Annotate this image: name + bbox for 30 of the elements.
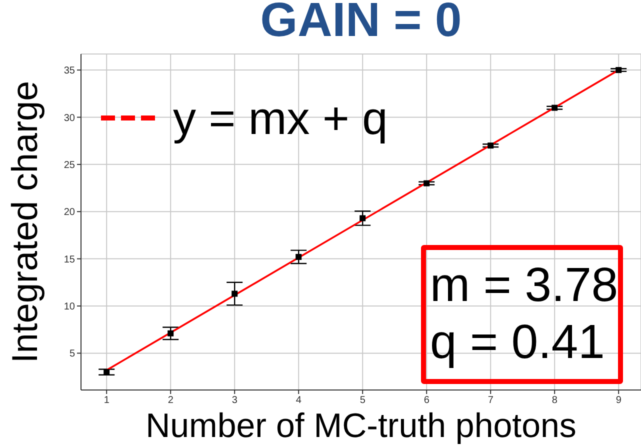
x-tick-label: 2 <box>168 395 174 406</box>
annotation: m = 3.78 <box>430 258 618 314</box>
y-tick-label: 30 <box>64 112 76 124</box>
y-tick-label: 25 <box>64 160 76 171</box>
point <box>360 215 366 222</box>
x-axis-title: Number of MC-truth photons <box>144 407 578 445</box>
legend-label: y = mx + q <box>173 92 388 144</box>
x-tick-label: 9 <box>616 395 622 406</box>
x-tick-label: 1 <box>104 395 110 406</box>
point <box>296 254 302 260</box>
y-axis-title: Integrated charge <box>4 80 45 364</box>
x-tick-label: 4 <box>296 395 302 406</box>
y-tick-label: 35 <box>64 66 76 77</box>
point <box>552 104 558 111</box>
point <box>616 67 622 74</box>
point <box>168 330 174 336</box>
point <box>488 142 494 149</box>
x-tick-label: 6 <box>424 395 430 406</box>
x-tick-label: 7 <box>488 395 494 406</box>
y-tick-label: 20 <box>64 207 76 218</box>
y-tick-label: 15 <box>64 254 76 266</box>
x-tick-label: 5 <box>360 395 366 406</box>
annotation: q = 0.41 <box>430 315 606 371</box>
y-tick-label: 5 <box>69 348 76 360</box>
point <box>424 180 430 186</box>
point <box>232 290 238 297</box>
x-tick-label: 8 <box>552 395 558 406</box>
y-tick-label: 10 <box>64 302 76 313</box>
chart-title: GAIN = 0 <box>259 0 463 47</box>
x-tick-label: 3 <box>232 395 238 406</box>
